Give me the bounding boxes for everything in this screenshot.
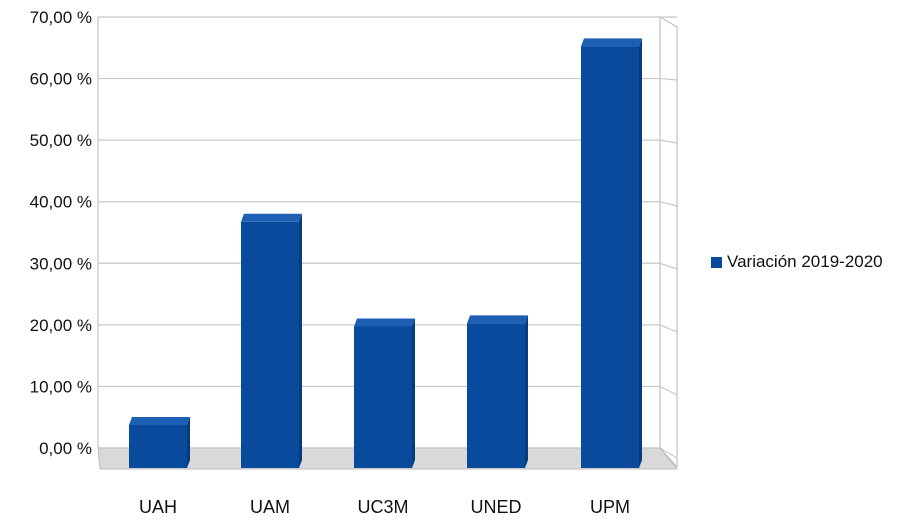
y-tick-label: 30,00 %: [30, 254, 92, 273]
y-tick-label: 50,00 %: [30, 131, 92, 150]
gridline-side: [659, 324, 678, 333]
side-wall: [659, 16, 678, 469]
y-tick-label: 10,00 %: [30, 377, 92, 396]
bar-side: [187, 416, 190, 468]
bar-front: [129, 424, 187, 468]
y-tick-label: 0,00 %: [39, 439, 92, 458]
y-tick-label: 70,00 %: [30, 8, 92, 27]
x-tick-label: UPM: [590, 497, 630, 517]
bar: [581, 38, 642, 469]
bar-side: [412, 318, 415, 468]
gridline-side: [659, 77, 678, 81]
bar-top: [241, 213, 302, 222]
y-tick-label: 40,00 %: [30, 193, 92, 212]
x-tick-label: UAH: [139, 497, 177, 517]
bar-top: [354, 318, 415, 327]
gridlines: [98, 16, 678, 459]
legend-label: Variación 2019-2020: [727, 252, 883, 271]
bar: [467, 315, 528, 468]
x-tick-label: UNED: [470, 497, 521, 517]
bar-front: [581, 46, 639, 469]
legend: Variación 2019-2020: [711, 252, 883, 272]
y-tick-label: 60,00 %: [30, 70, 92, 89]
x-axis-ticks: UAH UAM UC3M UNED UPM: [139, 497, 630, 517]
bar-front: [467, 323, 525, 468]
bars: [129, 38, 642, 469]
bar-front: [241, 221, 299, 468]
gridline-side: [659, 385, 678, 396]
gridline-side: [659, 201, 678, 207]
gridline-side: [659, 262, 678, 270]
legend-swatch: [711, 256, 722, 268]
x-tick-label: UAM: [250, 497, 290, 517]
y-tick-label: 20,00 %: [30, 316, 92, 335]
bar-side: [639, 38, 642, 469]
bar: [241, 213, 302, 468]
bar-side: [299, 213, 302, 468]
bar: [129, 416, 190, 468]
bar-top: [129, 416, 190, 425]
gridline-side: [659, 447, 678, 459]
bar-top: [467, 315, 528, 324]
x-tick-label: UC3M: [357, 497, 408, 517]
bar-front: [354, 326, 412, 468]
bar: [354, 318, 415, 468]
bar-top: [581, 38, 642, 47]
bar-side: [525, 315, 528, 468]
gridline-side: [659, 139, 678, 144]
y-axis-ticks: 0,00 % 10,00 % 20,00 % 30,00 % 40,00 % 50,00 …: [30, 8, 92, 458]
